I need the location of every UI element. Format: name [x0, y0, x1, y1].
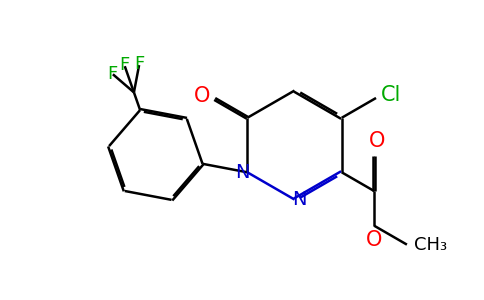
- Text: N: N: [235, 163, 250, 182]
- Text: F: F: [107, 64, 117, 82]
- Text: Cl: Cl: [381, 85, 401, 105]
- Text: O: O: [369, 131, 385, 152]
- Text: O: O: [194, 86, 210, 106]
- Text: F: F: [134, 55, 144, 73]
- Text: O: O: [366, 230, 382, 250]
- Text: N: N: [292, 190, 307, 209]
- Text: CH₃: CH₃: [414, 236, 447, 253]
- Text: F: F: [120, 56, 130, 74]
